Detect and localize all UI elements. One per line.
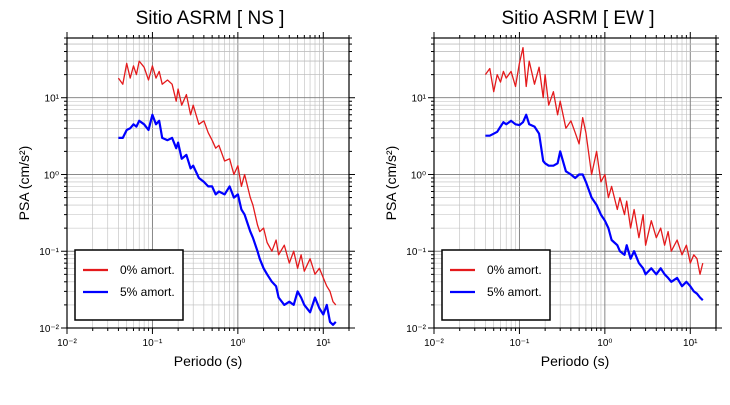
series-line-red (484, 46, 704, 275)
x-axis-label: Periodo (s) (174, 353, 242, 369)
series-line-blue (485, 113, 704, 301)
x-axis-label: Periodo (s) (541, 353, 609, 369)
x-tick-label: 10⁻² (57, 338, 77, 349)
y-tick-label: 10⁻² (406, 324, 426, 335)
axis-ticks: 10⁻² 10⁻² 10⁻¹ 10⁻¹ 10⁰ 10⁰ 10¹ 10¹ (39, 32, 355, 349)
legend-box (74, 249, 184, 321)
x-tick-label: 10¹ (316, 338, 331, 349)
chart-panel-ns: Sitio ASRM [ NS ] 0% amort. 5% amort. 10⁻… (16, 8, 355, 369)
x-tick-label: 10⁻¹ (143, 338, 163, 349)
plot-frame (66, 37, 350, 329)
y-tick-label: 10¹ (45, 94, 60, 105)
y-tick-label: 10⁻¹ (406, 247, 426, 258)
x-tick-label: 10⁻¹ (510, 338, 530, 349)
y-tick-label: 10⁻² (39, 324, 59, 335)
series-layer (484, 46, 704, 301)
legend-box (441, 249, 551, 321)
legend: 0% amort. 5% amort. (74, 249, 184, 321)
series-layer (117, 60, 337, 326)
y-axis-label: PSA (cm/s²) (383, 146, 399, 221)
chart-title: Sitio ASRM [ NS ] (136, 8, 285, 29)
x-tick-label: 10⁻² (424, 338, 444, 349)
series-line-blue (118, 113, 337, 326)
chart-title: Sitio ASRM [ EW ] (501, 8, 654, 29)
y-tick-label: 10⁰ (44, 170, 59, 181)
x-tick-label: 10⁰ (230, 338, 245, 349)
legend-label: 5% amort. (487, 285, 542, 299)
legend-label: 0% amort. (120, 263, 175, 277)
y-tick-label: 10⁰ (411, 170, 426, 181)
plot-frame (433, 37, 717, 329)
series-line-red (117, 60, 337, 306)
y-tick-label: 10¹ (412, 94, 427, 105)
legend-label: 0% amort. (487, 263, 542, 277)
x-tick-label: 10¹ (683, 338, 698, 349)
chart-panel-ew: Sitio ASRM [ EW ] 0% amort. 5% amort. 10⁻… (383, 8, 722, 369)
legend-label: 5% amort. (120, 285, 175, 299)
legend: 0% amort. 5% amort. (441, 249, 551, 321)
axis-ticks: 10⁻² 10⁻² 10⁻¹ 10⁻¹ 10⁰ 10⁰ 10¹ 10¹ (406, 32, 722, 349)
y-axis-label: PSA (cm/s²) (16, 146, 32, 221)
y-tick-label: 10⁻¹ (39, 247, 59, 258)
x-tick-label: 10⁰ (597, 338, 612, 349)
